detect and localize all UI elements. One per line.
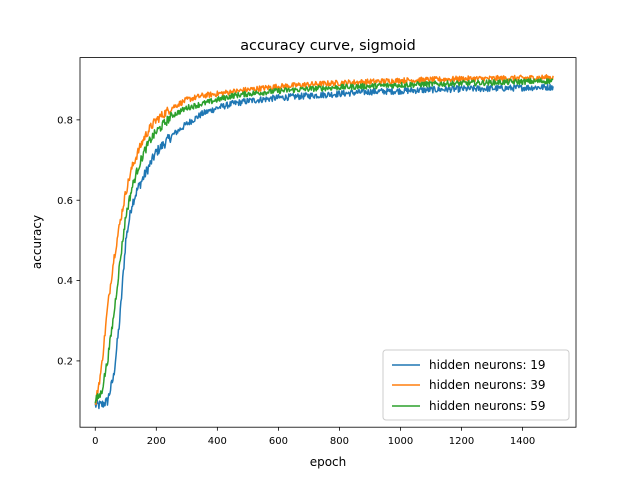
x-tick-label: 800 bbox=[330, 436, 349, 447]
legend-box bbox=[382, 349, 570, 421]
legend-label-59: hidden neurons: 59 bbox=[429, 399, 546, 413]
x-tick-label: 600 bbox=[269, 436, 288, 447]
series-layer bbox=[94, 73, 554, 410]
series-line-0 bbox=[94, 83, 554, 410]
x-axis-ticks: 0 200 400 600 800 1000 1200 1400 bbox=[92, 427, 535, 447]
y-tick-label: 0.2 bbox=[57, 357, 73, 368]
x-tick-label: 200 bbox=[147, 436, 166, 447]
x-tick-label: 1400 bbox=[510, 436, 535, 447]
chart-title: accuracy curve, sigmoid bbox=[240, 38, 416, 54]
y-axis-ticks: 0.2 0.4 0.6 0.8 bbox=[57, 115, 80, 368]
legend-label-19: hidden neurons: 19 bbox=[429, 358, 546, 372]
y-tick-label: 0.4 bbox=[57, 276, 73, 287]
x-axis-label: epoch bbox=[310, 455, 347, 469]
series-line-2 bbox=[94, 78, 554, 404]
series-line-1 bbox=[94, 73, 554, 406]
axes-frame bbox=[79, 57, 577, 428]
x-tick-label: 0 bbox=[92, 436, 98, 447]
x-tick-label: 1000 bbox=[388, 436, 413, 447]
y-tick-label: 0.8 bbox=[57, 115, 73, 126]
y-tick-label: 0.6 bbox=[57, 196, 73, 207]
x-tick-label: 1200 bbox=[449, 436, 474, 447]
y-axis-label: accuracy bbox=[30, 215, 44, 269]
x-tick-label: 400 bbox=[208, 436, 227, 447]
legend-label-39: hidden neurons: 39 bbox=[429, 378, 546, 392]
plot-area bbox=[79, 57, 577, 428]
legend: hidden neurons: 19 hidden neurons: 39 hi… bbox=[382, 349, 570, 421]
